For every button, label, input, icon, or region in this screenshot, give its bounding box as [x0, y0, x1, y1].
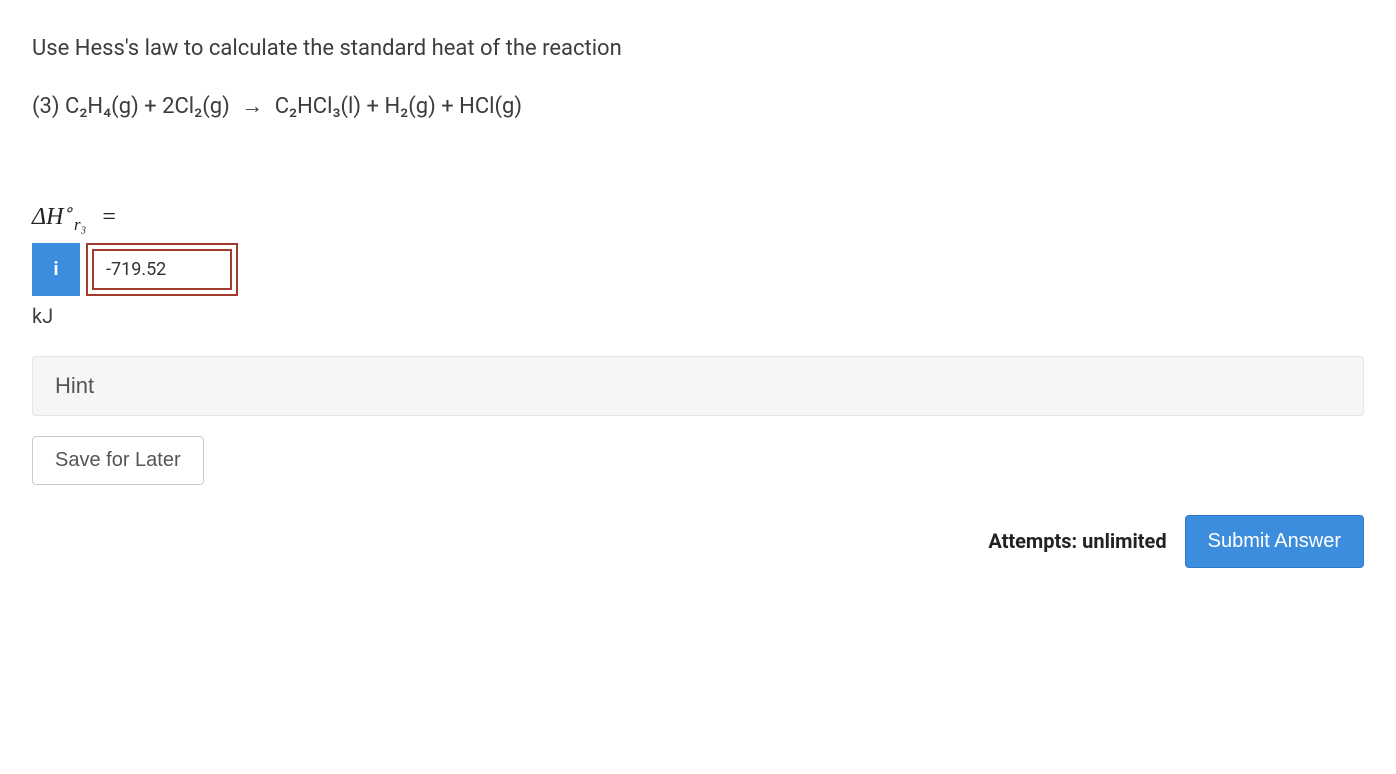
equation-number: (3): [32, 94, 60, 119]
delta-h: ΔH: [32, 204, 63, 230]
submit-button[interactable]: Submit Answer: [1185, 515, 1364, 568]
input-outer-border: [86, 243, 238, 296]
answer-label: ΔH∘r₃ =: [32, 199, 1364, 235]
info-icon[interactable]: i: [32, 243, 80, 296]
save-button[interactable]: Save for Later: [32, 436, 204, 485]
degree-sup: ∘: [63, 200, 74, 219]
reaction-arrow: →: [241, 93, 263, 119]
reaction-equation: (3) C₂H₄(g) + 2Cl₂(g) → C₂HCl₃(l) + H₂(g…: [32, 93, 1364, 119]
reactants: C₂H₄(g) + 2Cl₂(g): [65, 94, 230, 119]
bottom-row: Attempts: unlimited Submit Answer: [32, 515, 1364, 568]
r3-sub: r₃: [74, 215, 86, 234]
hint-button[interactable]: Hint: [32, 356, 1364, 416]
question-prompt: Use Hess's law to calculate the standard…: [32, 32, 1364, 65]
products: C₂HCl₃(l) + H₂(g) + HCl(g): [275, 94, 522, 119]
equals-sign: =: [102, 204, 116, 230]
answer-input[interactable]: [92, 249, 232, 290]
answer-input-row: i: [32, 243, 1364, 296]
unit-label: kJ: [32, 304, 1364, 328]
attempts-label: Attempts: unlimited: [988, 529, 1166, 553]
